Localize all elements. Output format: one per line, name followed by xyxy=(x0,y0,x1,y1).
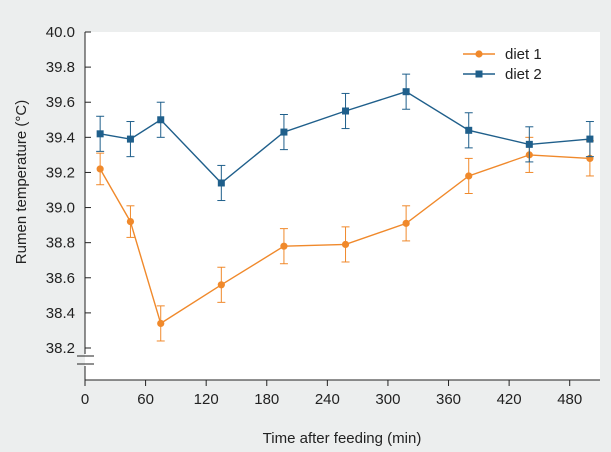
x-tick-label: 300 xyxy=(375,391,400,408)
data-point xyxy=(217,281,225,289)
y-axis-break xyxy=(77,355,94,365)
y-tick-label: 40.0 xyxy=(46,24,75,41)
x-tick-label: 420 xyxy=(497,391,522,408)
x-tick-label: 480 xyxy=(557,391,582,408)
data-point xyxy=(217,179,225,187)
legend-label: diet 1 xyxy=(505,46,542,63)
y-ticks: 38.2 38.4 38.6 38.8 39.0 39.2 39.4 39.6 39.8 40.0 xyxy=(46,24,91,357)
data-point xyxy=(586,135,594,143)
x-ticks: 0 60 120 180 240 300 360 420 480 xyxy=(81,380,582,408)
legend: diet 1 diet 2 xyxy=(463,46,542,83)
data-point xyxy=(157,319,165,328)
data-point xyxy=(157,116,165,124)
data-point xyxy=(465,172,473,180)
data-point xyxy=(525,140,533,148)
data-point xyxy=(342,107,350,115)
y-tick-label: 39.0 xyxy=(46,200,75,217)
y-tick-label: 39.4 xyxy=(46,129,75,146)
x-tick-label: 120 xyxy=(194,391,219,408)
y-tick-label: 39.6 xyxy=(46,94,75,111)
x-tick-label: 0 xyxy=(81,391,89,408)
data-point xyxy=(96,130,104,138)
y-tick-label: 38.4 xyxy=(46,305,75,322)
y-tick-label: 39.8 xyxy=(46,59,75,76)
legend-item: diet 2 xyxy=(463,66,542,83)
data-point xyxy=(280,128,288,136)
plot-area xyxy=(85,32,600,380)
data-point xyxy=(402,88,410,96)
data-point xyxy=(96,165,104,173)
series-layer xyxy=(96,73,594,342)
x-tick-label: 180 xyxy=(254,391,279,408)
data-point xyxy=(402,219,410,227)
y-tick-label: 38.6 xyxy=(46,270,75,287)
legend-item: diet 1 xyxy=(463,46,542,63)
x-tick-label: 360 xyxy=(436,391,461,408)
series-line xyxy=(99,90,590,184)
y-tick-label: 38.8 xyxy=(46,235,75,252)
x-axis-label: Time after feeding (min) xyxy=(263,430,422,447)
data-point xyxy=(126,218,135,226)
series-2 xyxy=(96,73,594,202)
x-tick-label: 60 xyxy=(137,391,154,408)
data-point xyxy=(126,135,134,143)
y-tick-label: 38.2 xyxy=(46,340,75,357)
legend-label: diet 2 xyxy=(505,66,542,83)
x-tick-label: 240 xyxy=(315,391,340,408)
data-point xyxy=(465,126,473,134)
data-point xyxy=(280,242,288,250)
data-point xyxy=(341,240,350,249)
series-line xyxy=(99,154,590,325)
y-axis-label: Rumen temperature (°C) xyxy=(13,100,30,264)
y-tick-label: 39.2 xyxy=(46,164,75,181)
